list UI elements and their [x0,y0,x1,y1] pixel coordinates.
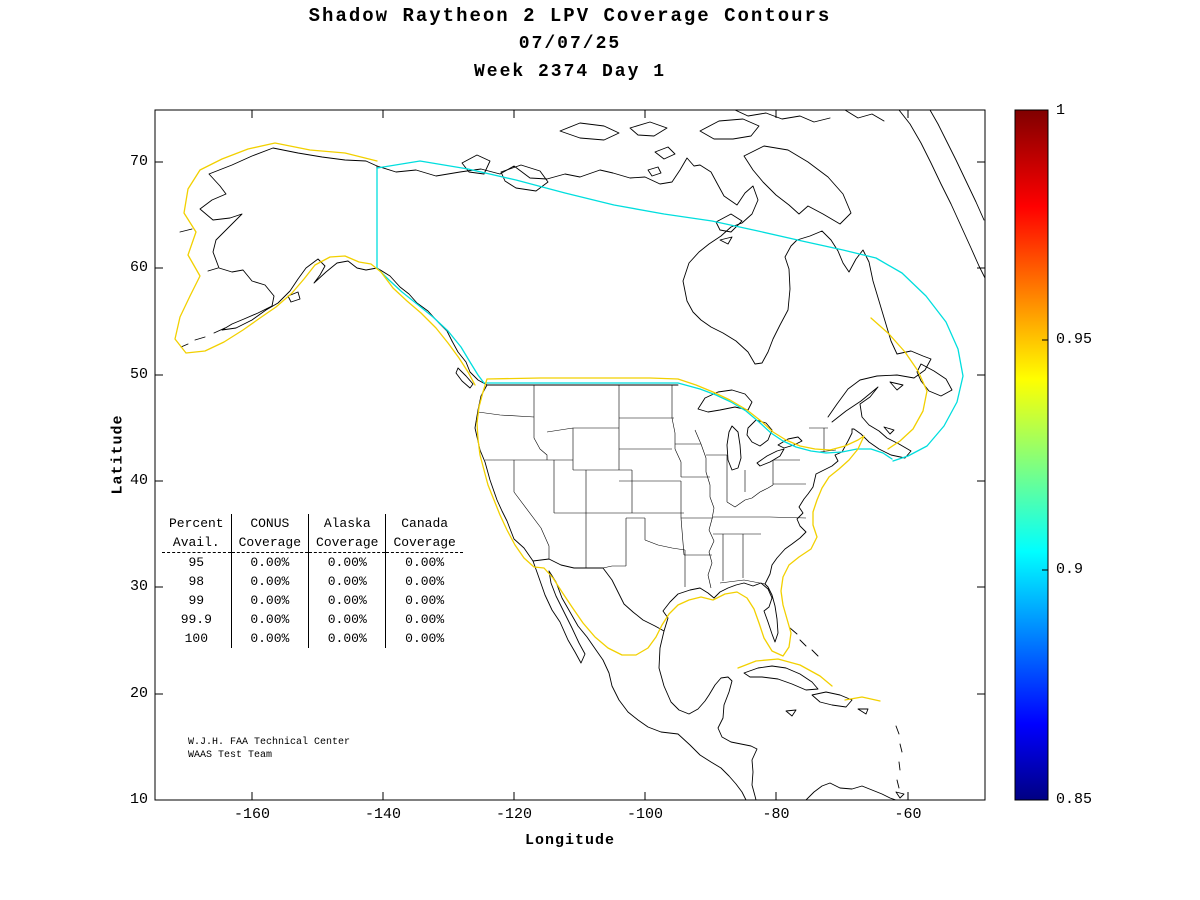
coverage-table: Percent CONUS Alaska Canada Avail. Cover… [162,514,463,648]
cell: 0.00% [385,552,463,572]
contour-0-90 [376,160,964,462]
col-header: Avail. [162,533,232,553]
col-header: Coverage [230,533,309,553]
x-tick-label: -160 [233,806,270,823]
cell: 0.00% [230,552,309,572]
cell: 99 [188,593,205,608]
cell: 98 [188,574,205,589]
coastlines [179,110,985,800]
colorbar-tick-label: 0.85 [1056,791,1093,808]
y-axis-label: Latitude [109,414,127,495]
y-tick-label: 40 [129,472,148,489]
y-tick-label: 20 [129,685,148,702]
col-header: Coverage [308,533,386,553]
x-tick-label: -140 [364,806,401,823]
x-tick-label: -80 [762,806,790,823]
col-header: Percent [169,516,224,531]
col-header: Alaska [308,514,386,533]
axes-box [154,109,986,801]
table-row: 95 0.00% 0.00% 0.00% [162,552,463,572]
cell: 0.00% [308,629,386,648]
col-header: CONUS [230,514,309,533]
x-tick-label: -100 [626,806,663,823]
cell: 99.9 [180,612,212,627]
y-tick-label: 30 [129,578,148,595]
chart-title: Shadow Raytheon 2 LPV Coverage Contours [308,5,832,27]
y-tick-label: 10 [129,791,148,808]
cell: 0.00% [230,591,309,610]
colorbar-tick-label: 1 [1056,102,1066,119]
coverage-table-header-row: Avail. Coverage Coverage Coverage [162,533,463,553]
cell: 0.00% [385,610,463,629]
cell: 95 [188,555,205,570]
y-tick-label: 70 [129,153,148,170]
cell: 0.00% [308,610,386,629]
col-header: Canada [385,514,463,533]
chart-date: 07/07/25 [518,34,622,54]
cell: 0.00% [230,572,309,591]
cell: 0.00% [385,572,463,591]
cell: 0.00% [308,572,386,591]
state-borders [477,385,837,589]
colorbar [1014,109,1049,801]
credit-line: W.J.H. FAA Technical Center [188,737,351,748]
colorbar-tick-label: 0.9 [1056,561,1084,578]
cell: 100 [184,631,208,646]
table-row: 99.9 0.00% 0.00% 0.00% [162,610,463,629]
table-row: 99 0.00% 0.00% 0.00% [162,591,463,610]
credits: W.J.H. FAA Technical Center WAAS Test Te… [188,736,350,762]
colorbar-gradient [1014,109,1049,801]
title-block: Shadow Raytheon 2 LPV Coverage Contours … [155,2,985,86]
cell: 0.00% [385,591,463,610]
colorbar-tick-label: 0.95 [1056,331,1093,348]
y-tick-label: 60 [129,259,148,276]
cell: 0.00% [230,610,309,629]
cell: 0.00% [385,629,463,648]
contour-0-95 [174,142,928,702]
col-header: Coverage [385,533,463,553]
table-row: 100 0.00% 0.00% 0.00% [162,629,463,648]
y-tick-label: 50 [129,366,148,383]
cell: 0.00% [308,552,386,572]
colorbar-tick-marks [1042,339,1048,571]
credit-line: WAAS Test Team [188,750,273,761]
x-tick-label: -120 [495,806,532,823]
cell: 0.00% [308,591,386,610]
chart-week-day: Week 2374 Day 1 [473,62,667,82]
x-axis-label: Longitude [524,832,615,849]
cell: 0.00% [230,629,309,648]
coverage-table-header-row: Percent CONUS Alaska Canada [162,514,463,533]
table-row: 98 0.00% 0.00% 0.00% [162,572,463,591]
x-tick-label: -60 [894,806,922,823]
axis-tick-marks [155,110,985,800]
